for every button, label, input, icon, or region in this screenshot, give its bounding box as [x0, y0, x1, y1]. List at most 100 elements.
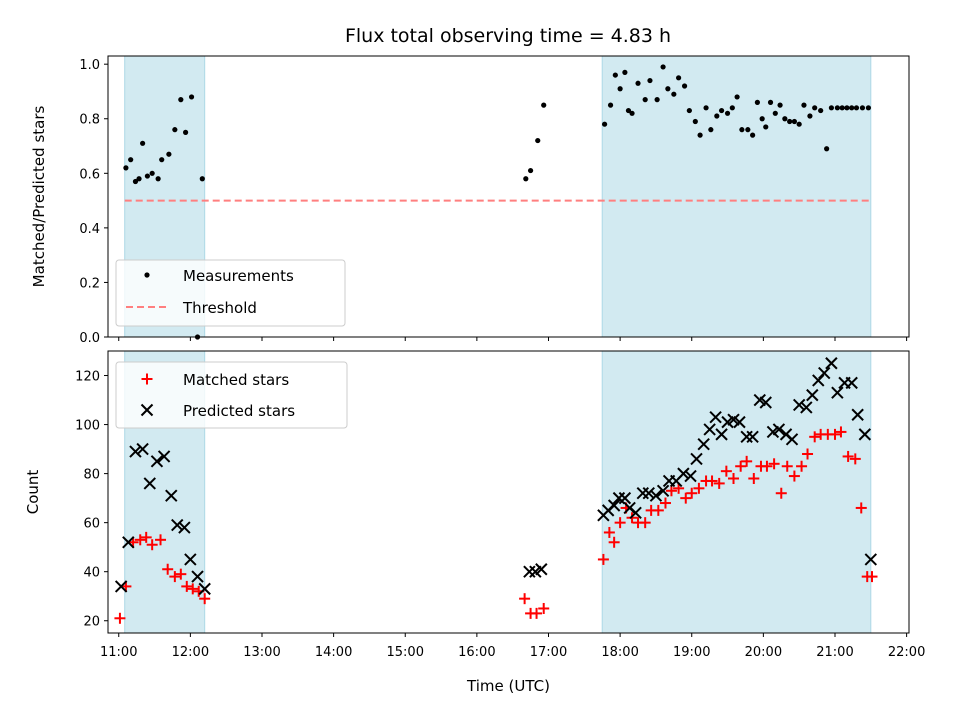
matched-star-point — [829, 428, 841, 440]
cross-stroke-b — [629, 506, 642, 520]
measurement-point — [692, 118, 698, 125]
measurement-point — [607, 102, 614, 108]
legend-matched-marker — [141, 373, 153, 385]
matched-star-point — [866, 571, 878, 583]
measurement-point — [782, 116, 788, 122]
predicted-star-point — [143, 477, 156, 490]
matched-star-point — [531, 607, 543, 619]
measurement-point — [629, 110, 635, 116]
measurement-point — [601, 121, 608, 127]
legend-predicted-marker — [140, 403, 154, 417]
measurement-point — [149, 170, 155, 176]
measurement-point — [796, 121, 802, 127]
matched-star-point — [175, 568, 187, 580]
cross-stroke-b — [656, 484, 670, 497]
matched-star-point — [855, 502, 867, 514]
measurement-point — [791, 118, 798, 125]
matched-star-point — [155, 534, 167, 546]
matched-star-point — [187, 583, 199, 595]
legend-cross-glyph — [140, 403, 154, 417]
cross-stroke-b — [114, 580, 128, 593]
matched-star-point — [706, 475, 718, 487]
predicted-star-point — [184, 553, 197, 566]
measurement-point — [199, 176, 205, 182]
measurement-point — [144, 173, 150, 179]
cross-stroke-b — [157, 450, 171, 463]
predicted-star-point — [851, 408, 864, 421]
x-tick-label: 11:00 — [100, 645, 137, 660]
measurement-point — [625, 107, 632, 114]
x-tick-label: 14:00 — [315, 645, 352, 660]
measurement-point — [739, 127, 745, 133]
predicted-star-point — [858, 428, 872, 441]
matched-star-point — [775, 487, 787, 499]
cross-stroke-b — [191, 570, 204, 583]
measurement-point — [777, 102, 783, 108]
measurement-point — [136, 176, 142, 182]
cross-stroke-b — [715, 428, 728, 441]
matched-star-point — [761, 460, 773, 472]
cross-stroke-b — [697, 437, 710, 451]
top-y-axis-label: Matched/Predicted stars — [30, 106, 48, 288]
measurement-point — [172, 127, 178, 133]
predicted-star-point — [157, 450, 171, 463]
matched-star-point — [181, 580, 193, 592]
predicted-star-point — [607, 499, 621, 512]
measurement-point — [801, 102, 807, 108]
measurement-point — [828, 105, 835, 111]
measurement-point — [865, 105, 872, 111]
predicted-star-point — [178, 521, 191, 534]
matched-star-points — [114, 426, 878, 624]
measurement-point — [754, 99, 760, 105]
measurement-point — [188, 94, 195, 100]
measurement-point — [642, 97, 648, 103]
measurement-point — [182, 129, 189, 135]
measurement-point — [665, 86, 671, 92]
predicted-star-point — [191, 570, 204, 583]
cross-stroke-b — [759, 396, 772, 409]
matched-star-point — [686, 487, 698, 499]
y-tick-label: 0.2 — [79, 276, 100, 291]
x-tick-label: 16:00 — [458, 645, 495, 660]
predicted-star-point — [523, 565, 536, 578]
measurement-point — [155, 176, 161, 182]
cross-stroke-b — [143, 477, 156, 490]
measurement-point — [714, 113, 720, 119]
top-legend: Measurements Threshold — [115, 259, 346, 327]
predicted-star-point — [618, 491, 632, 505]
matched-star-point — [693, 482, 705, 494]
measurement-point — [839, 105, 845, 111]
y-tick-label: 80 — [83, 468, 100, 483]
cross-stroke-b — [607, 499, 621, 512]
measurement-points — [123, 64, 872, 340]
predicted-star-point — [649, 489, 663, 502]
measurement-point — [166, 151, 172, 157]
predicted-star-point — [684, 469, 697, 483]
measurement-point — [849, 105, 855, 111]
x-tick-label: 19:00 — [673, 645, 710, 660]
matched-star-point — [169, 571, 181, 583]
matched-star-point — [788, 470, 800, 482]
cross-stroke-b — [184, 553, 197, 566]
measurement-point — [654, 97, 660, 103]
predicted-star-point — [129, 445, 142, 458]
matched-star-point — [614, 517, 626, 529]
cross-stroke-b — [684, 469, 697, 483]
bottom-y-axis-label: Count — [24, 470, 42, 515]
measurement-point — [787, 118, 793, 125]
y-tick-label: 1.0 — [79, 58, 100, 73]
predicted-star-point — [800, 401, 813, 414]
y-tick-label: 60 — [83, 517, 100, 532]
matched-star-point — [597, 553, 609, 565]
cross-stroke-b — [690, 452, 703, 466]
cross-stroke-b — [642, 487, 655, 500]
measurement-point — [660, 64, 666, 70]
measurement-point — [128, 157, 134, 163]
predicted-star-point — [114, 580, 128, 593]
measurement-point — [767, 99, 774, 105]
matched-star-point — [680, 492, 692, 504]
x-tick-label: 17:00 — [530, 645, 567, 660]
measurement-point — [734, 94, 740, 100]
measurement-point — [807, 113, 813, 119]
